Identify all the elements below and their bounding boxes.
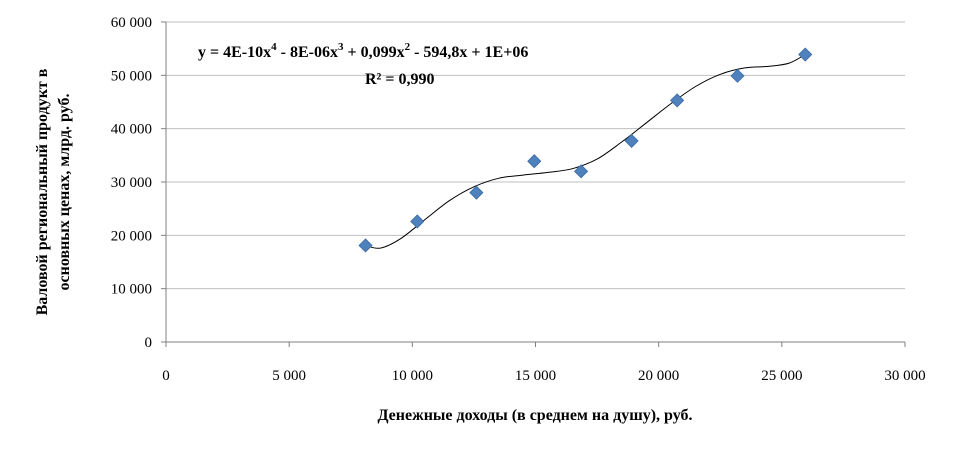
data-point <box>624 133 639 148</box>
tick-labels: 0 10 000 20 000 30 000 40 000 50 000 60 000 0 5 … <box>111 15 926 384</box>
y-tick-label: 30 000 <box>111 175 152 191</box>
x-tick-label: 30 000 <box>884 368 925 384</box>
x-tick-label: 0 <box>162 368 170 384</box>
x-tick-label: 25 000 <box>761 368 802 384</box>
y-axis-title-line2: основных ценах, млрд. руб. <box>56 94 73 291</box>
data-point <box>574 164 589 179</box>
axes <box>161 21 906 347</box>
x-tick-label: 15 000 <box>515 368 556 384</box>
gridlines <box>166 21 905 290</box>
x-tick-label: 10 000 <box>392 368 433 384</box>
trendline-equation: y = 4E-10x4 - 8E-06x3 + 0,099x2 - 594,8x… <box>198 41 528 61</box>
data-point <box>730 68 745 83</box>
trendline-curve <box>365 54 806 249</box>
data-point <box>410 214 425 229</box>
data-point <box>469 185 484 200</box>
data-point <box>798 47 813 62</box>
data-points <box>358 47 813 253</box>
data-point <box>670 93 685 108</box>
y-axis-title-line1: Валовой региональный продукт в <box>34 68 51 315</box>
y-tick-label: 10 000 <box>111 282 152 298</box>
y-tick-label: 50 000 <box>111 68 152 84</box>
y-tick-label: 40 000 <box>111 122 152 138</box>
x-tick-label: 5 000 <box>272 368 306 384</box>
x-axis-title: Денежные доходы (в среднем на душу), руб… <box>377 407 692 424</box>
y-tick-label: 20 000 <box>111 228 152 244</box>
data-point <box>358 238 373 253</box>
y-tick-label: 0 <box>145 335 153 351</box>
y-tick-label: 60 000 <box>111 15 152 31</box>
x-tick-label: 20 000 <box>638 368 679 384</box>
data-point <box>527 154 542 169</box>
r-squared-label: R² = 0,990 <box>365 71 434 88</box>
